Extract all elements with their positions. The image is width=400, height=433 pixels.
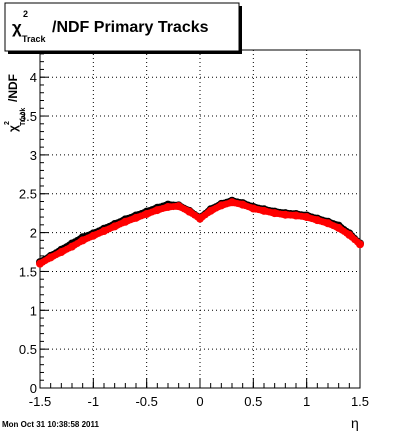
x-tick-label: -1 [88, 394, 100, 409]
x-axis-label: η [351, 415, 359, 431]
y-tick-label: 1.5 [19, 264, 37, 279]
title-box-shadow-bottom [8, 51, 242, 54]
y-tick-label: 0 [30, 381, 37, 396]
ylabel-sub: Track [20, 108, 27, 126]
x-tick-label: 0.5 [244, 394, 262, 409]
title-main: /NDF Primary Tracks [52, 19, 209, 36]
title-chi: χ [12, 18, 22, 37]
ylabel-sup: 2 [4, 121, 11, 125]
y-tick-label: 1 [30, 303, 37, 318]
title-box-shadow-right [239, 6, 242, 54]
series-1 [36, 198, 364, 268]
data-series [36, 196, 364, 268]
ylabel-chi: χ [6, 125, 20, 132]
y-tick-label: 0.5 [19, 342, 37, 357]
title-sub: Track [22, 34, 47, 44]
x-tick-label: -0.5 [135, 394, 157, 409]
y-tick-label: 2 [30, 226, 37, 241]
y-tick-labels: 0 0.5 1 1.5 2 2.5 3 3.5 4 [19, 70, 37, 396]
chart-title: χ 2 Track /NDF Primary Tracks [12, 9, 209, 44]
y-tick-label: 4 [30, 70, 37, 85]
x-tick-labels: -1.5 -1 -0.5 0 0.5 1 1.5 [29, 394, 369, 409]
series-0 [36, 196, 364, 267]
y-tick-label: 3 [30, 148, 37, 163]
data-point [356, 240, 364, 249]
timestamp: Mon Oct 31 10:38:58 2011 [2, 420, 99, 429]
x-tick-label: 1.5 [351, 394, 369, 409]
axis-ticks [39, 53, 361, 389]
y-tick-label: 2.5 [19, 187, 37, 202]
ylabel-main: /NDF [6, 74, 20, 102]
y-axis-label: χ 2 Track /NDF [4, 74, 27, 132]
y-tick-label: 3.5 [19, 109, 37, 124]
x-tick-label: 0 [196, 394, 203, 409]
x-tick-label: -1.5 [29, 394, 51, 409]
title-sup: 2 [23, 9, 28, 19]
x-tick-label: 1 [303, 394, 310, 409]
